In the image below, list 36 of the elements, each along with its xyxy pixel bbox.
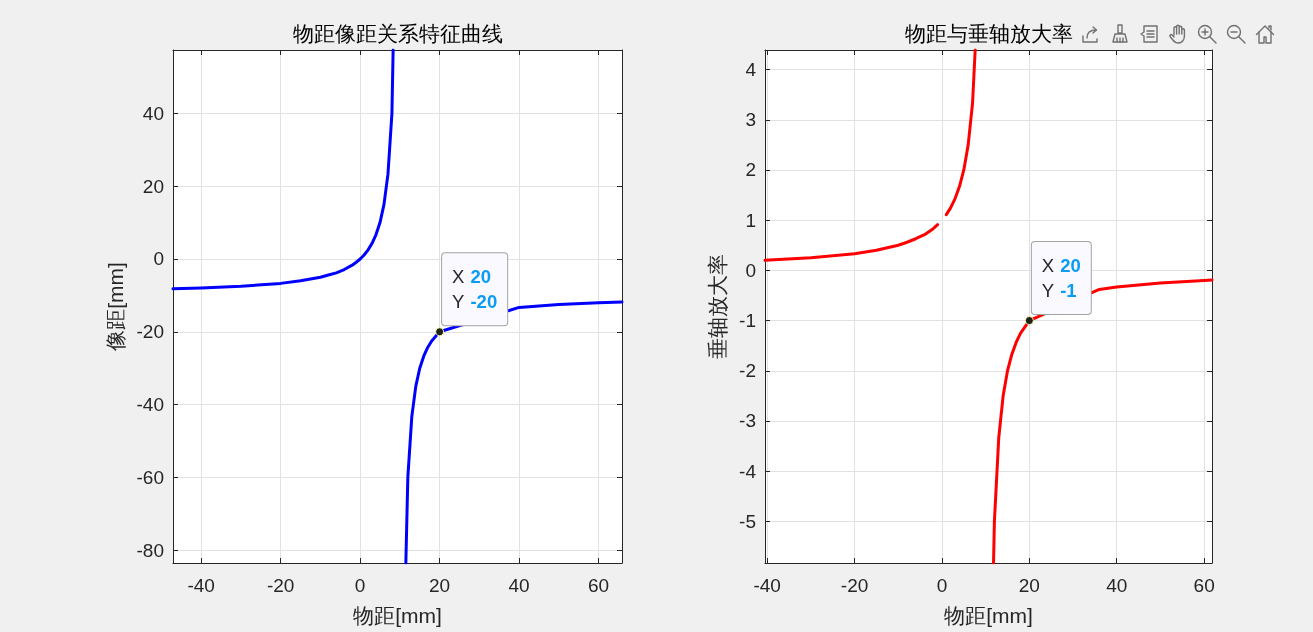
- chart-title: 物距像距关系特征曲线: [292, 21, 503, 46]
- annotation: X 20 Y -1: [1041, 255, 1081, 302]
- x-tick-label: -20: [840, 575, 869, 596]
- x-tick-label: 40: [1106, 575, 1128, 596]
- y-tick-label: 4: [745, 59, 757, 81]
- y-tick-label: 1: [745, 209, 756, 231]
- y-tick-label: 2: [745, 159, 756, 181]
- x-tick-label: 20: [429, 575, 451, 596]
- y-axis-title: 垂轴放大率: [706, 254, 730, 359]
- chart-title: 物距与垂轴放大率: [904, 21, 1073, 46]
- x-axis-title: 物距[mm]: [353, 604, 442, 627]
- y-tick-label: 0: [745, 259, 756, 281]
- y-axis-title: 像距[mm]: [103, 262, 127, 351]
- x-tick-label: 20: [1018, 575, 1040, 596]
- x-tick-label: 40: [508, 575, 530, 596]
- y-tick-label: -3: [739, 410, 756, 432]
- y-tick-label: -40: [136, 394, 164, 416]
- x-tick-label: 60: [587, 575, 610, 596]
- annotation: X 20 Y -20: [452, 266, 498, 313]
- y-tick-label: 20: [142, 175, 164, 197]
- x-tick-label: 0: [354, 575, 366, 596]
- x-tick-label: -40: [187, 575, 215, 596]
- y-tick-label: -2: [739, 360, 756, 382]
- y-tick-label: -5: [739, 510, 756, 532]
- x-tick-label: -20: [266, 575, 295, 596]
- y-tick-label: -4: [739, 460, 757, 482]
- y-tick-label: 0: [153, 248, 164, 270]
- y-tick-label: 40: [142, 102, 164, 124]
- x-tick-label: 0: [936, 575, 948, 596]
- x-axis-title: 物距[mm]: [944, 604, 1033, 627]
- x-tick-label: 60: [1193, 575, 1215, 596]
- y-tick-label: -80: [136, 539, 164, 561]
- y-tick-label: 3: [745, 109, 756, 131]
- y-tick-label: -60: [136, 466, 164, 488]
- y-tick-label: -1: [739, 310, 756, 332]
- y-tick-label: -20: [136, 321, 164, 343]
